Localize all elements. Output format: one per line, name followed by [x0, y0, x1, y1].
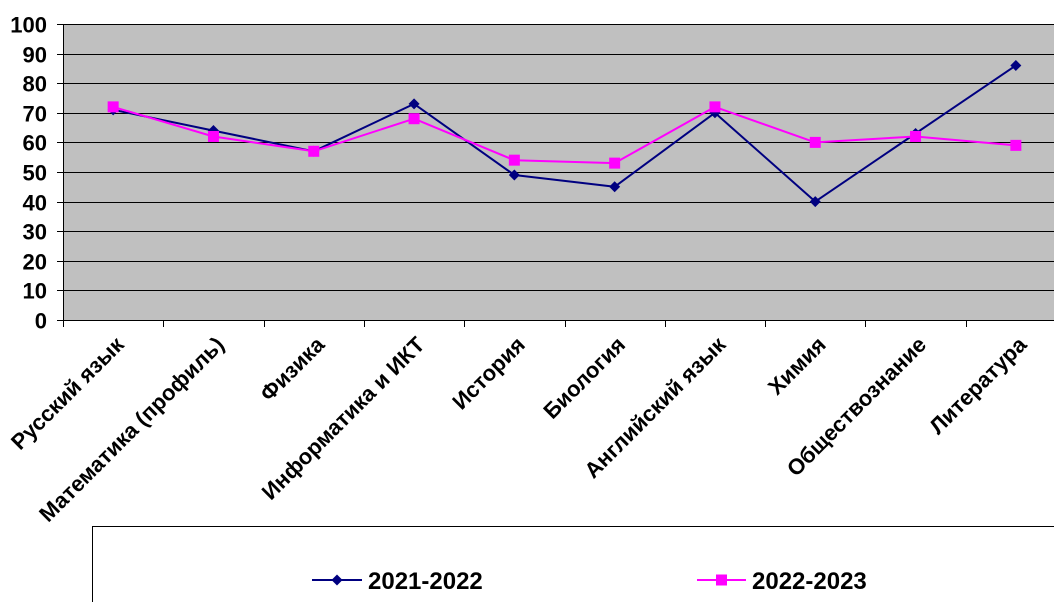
data-point-2022-2023-4 — [508, 154, 520, 166]
y-axis: 0 10 20 30 40 50 60 70 80 90 100 — [10, 13, 64, 334]
series-2022-2023 — [107, 101, 1022, 169]
diamond-marker-icon — [331, 574, 343, 586]
data-point-2021-2022-7 — [809, 196, 821, 208]
y-tick-label: 50 — [23, 161, 47, 186]
data-point-2022-2023-9 — [1010, 139, 1022, 151]
data-point-2022-2023-0 — [107, 101, 119, 113]
y-tick-label: 10 — [23, 279, 47, 304]
data-point-2022-2023-3 — [408, 113, 420, 125]
x-tick-label: Химия — [763, 332, 831, 400]
data-point-2022-2023-7 — [809, 136, 821, 148]
legend-item-2022-2023: 2022-2023 — [697, 568, 867, 595]
series-line-2022-2023 — [112, 105, 1016, 165]
x-tick-label: Литература — [924, 331, 1032, 439]
series-line-2021-2022 — [112, 64, 1017, 203]
data-point-2022-2023-5 — [609, 157, 621, 169]
y-tick-label: 40 — [23, 191, 47, 216]
y-tick-label: 90 — [23, 43, 47, 68]
gridlines — [63, 24, 1054, 291]
legend-item-2021-2022: 2021-2022 — [312, 568, 483, 595]
data-point-2022-2023-8 — [910, 130, 922, 142]
square-marker-icon — [716, 574, 727, 586]
data-point-2022-2023-6 — [709, 101, 721, 113]
legend-label-2022-2023: 2022-2023 — [752, 568, 867, 595]
data-point-2022-2023-1 — [207, 130, 219, 142]
y-tick-label: 60 — [23, 131, 47, 156]
data-point-2021-2022-4 — [508, 169, 520, 181]
data-point-2021-2022-5 — [609, 181, 621, 193]
y-tick-label: 100 — [10, 13, 47, 38]
x-tick-label: Информатика и ИКТ — [257, 331, 430, 504]
legend: 2021-2022 2022-2023 — [92, 526, 1054, 602]
data-point-2021-2022-9 — [1010, 59, 1022, 71]
x-tick-label: Биология — [538, 332, 630, 424]
data-point-2021-2022-3 — [408, 98, 420, 110]
x-tick-label: Математика (профиль) — [34, 332, 229, 527]
series-group — [107, 59, 1022, 208]
legend-label-2021-2022: 2021-2022 — [368, 568, 483, 595]
x-tick-label: Физика — [255, 331, 330, 406]
y-tick-label: 20 — [23, 250, 47, 275]
y-tick-label: 0 — [35, 309, 47, 334]
y-tick-label: 80 — [23, 72, 47, 97]
data-point-2022-2023-2 — [308, 145, 320, 157]
y-tick-label: 70 — [23, 102, 47, 127]
x-tick-label: История — [447, 332, 530, 415]
y-tick-label: 30 — [23, 220, 47, 245]
